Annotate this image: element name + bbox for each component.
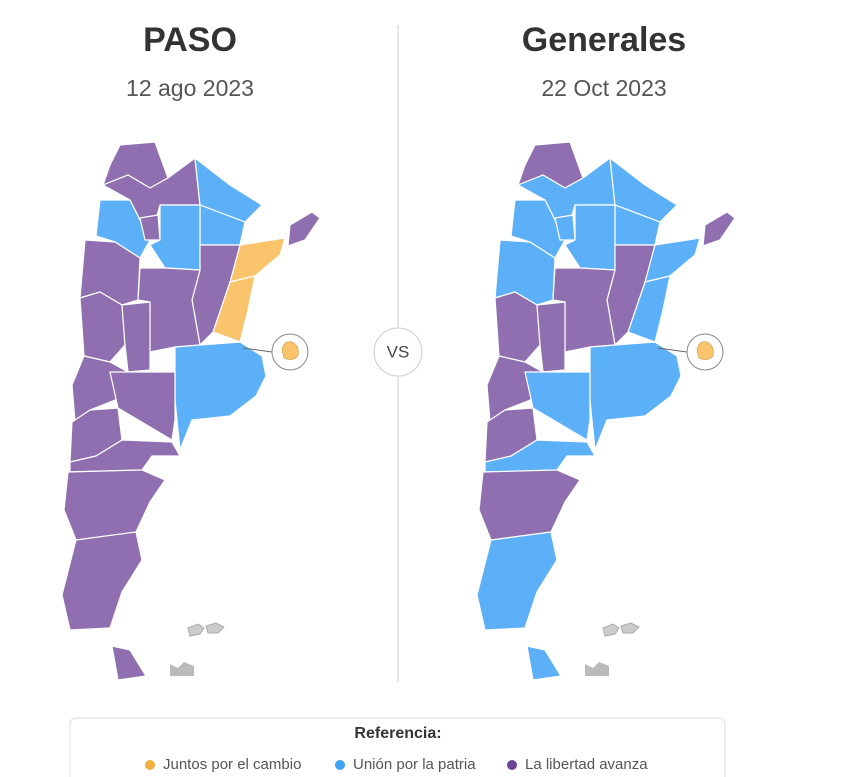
inset-pointer bbox=[657, 347, 688, 353]
map bbox=[476, 141, 736, 681]
legend-label: La libertad avanza bbox=[525, 756, 648, 773]
province bbox=[478, 469, 581, 541]
map bbox=[61, 141, 321, 681]
province bbox=[174, 341, 267, 451]
map-title: Generales bbox=[522, 21, 686, 59]
province bbox=[494, 291, 541, 363]
province bbox=[63, 469, 166, 541]
province bbox=[61, 531, 143, 631]
legend: Juntos por el cambio Unión por la patria L… bbox=[145, 756, 648, 773]
antarctica-icon bbox=[585, 662, 609, 676]
province bbox=[476, 531, 558, 631]
legend-swatch bbox=[335, 760, 345, 770]
province bbox=[524, 371, 591, 441]
caba-inset bbox=[281, 341, 299, 360]
province bbox=[137, 267, 201, 353]
province bbox=[109, 371, 176, 441]
map-date: 12 ago 2023 bbox=[126, 75, 254, 101]
malvinas bbox=[602, 622, 640, 637]
vs-badge bbox=[373, 327, 423, 377]
province bbox=[121, 301, 151, 373]
province bbox=[526, 645, 562, 681]
legend-label: Unión por la patria bbox=[353, 756, 476, 773]
province bbox=[69, 439, 181, 473]
province bbox=[702, 211, 736, 247]
caba-inset bbox=[696, 341, 714, 360]
province bbox=[609, 157, 678, 223]
province bbox=[287, 211, 321, 247]
province bbox=[536, 301, 566, 373]
province bbox=[589, 341, 682, 451]
legend-swatch bbox=[507, 760, 517, 770]
province bbox=[79, 291, 126, 363]
malvinas bbox=[187, 622, 225, 637]
map-title: PASO bbox=[143, 21, 237, 59]
province bbox=[484, 439, 596, 473]
province bbox=[552, 267, 616, 353]
legend-swatch bbox=[145, 760, 155, 770]
legend-label: Juntos por el cambio bbox=[163, 756, 301, 773]
province bbox=[194, 157, 263, 223]
inset-pointer bbox=[242, 347, 273, 353]
province bbox=[111, 645, 147, 681]
vs-label: VS bbox=[387, 342, 410, 361]
map-date: 22 Oct 2023 bbox=[541, 75, 666, 101]
legend-title: Referencia: bbox=[354, 725, 441, 742]
antarctica-icon bbox=[170, 662, 194, 676]
legend-box bbox=[69, 717, 726, 777]
